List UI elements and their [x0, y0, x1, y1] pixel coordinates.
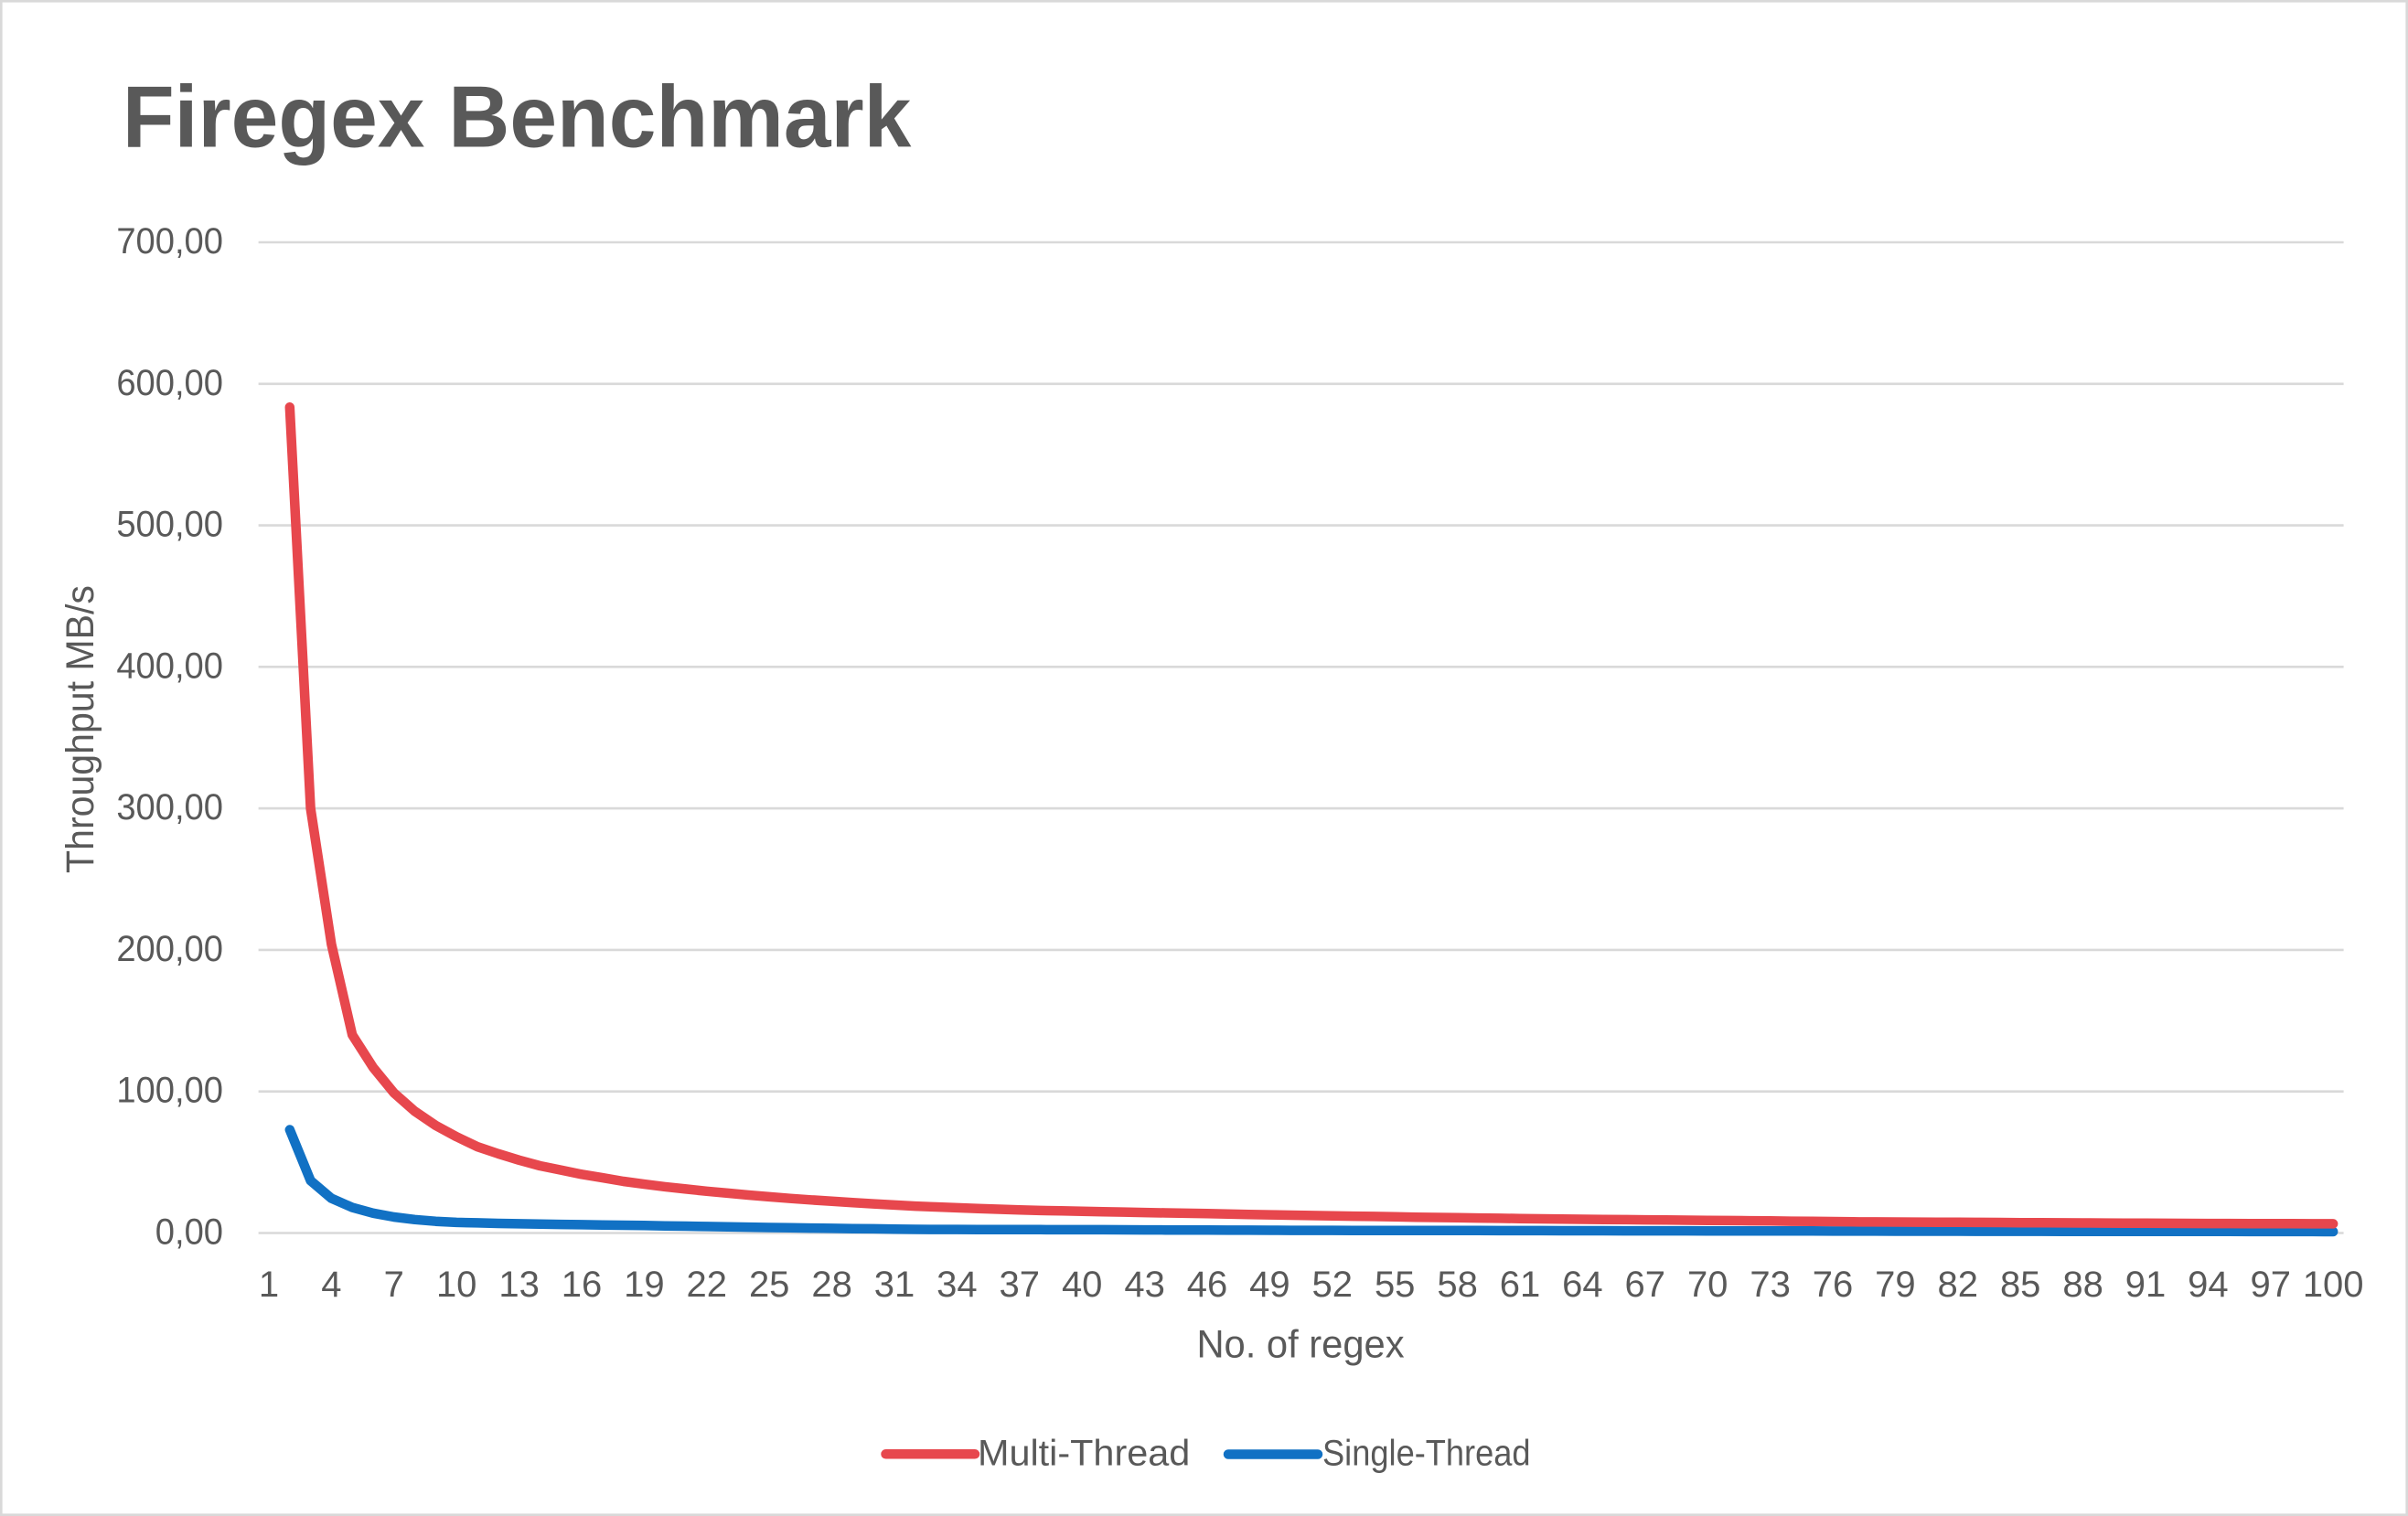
svg-text:700,00: 700,00 [116, 221, 223, 262]
svg-text:61: 61 [1500, 1265, 1541, 1305]
svg-text:13: 13 [498, 1265, 540, 1305]
svg-text:76: 76 [1813, 1265, 1854, 1305]
svg-text:Multi-Thread: Multi-Thread [978, 1432, 1190, 1473]
svg-text:200,00: 200,00 [116, 929, 223, 969]
svg-text:88: 88 [2062, 1265, 2103, 1305]
svg-text:300,00: 300,00 [116, 787, 223, 827]
svg-text:100,00: 100,00 [116, 1071, 223, 1111]
svg-text:100: 100 [2303, 1265, 2364, 1305]
svg-text:79: 79 [1875, 1265, 1916, 1305]
svg-text:7: 7 [384, 1265, 404, 1305]
svg-text:37: 37 [1000, 1265, 1041, 1305]
svg-text:70: 70 [1687, 1265, 1728, 1305]
svg-text:0,00: 0,00 [155, 1212, 223, 1253]
svg-text:400,00: 400,00 [116, 646, 223, 687]
svg-text:52: 52 [1312, 1265, 1354, 1305]
svg-text:67: 67 [1625, 1265, 1666, 1305]
svg-text:64: 64 [1562, 1265, 1603, 1305]
svg-text:40: 40 [1062, 1265, 1103, 1305]
svg-text:500,00: 500,00 [116, 505, 223, 545]
svg-text:82: 82 [1938, 1265, 1979, 1305]
svg-text:19: 19 [624, 1265, 665, 1305]
svg-text:10: 10 [436, 1265, 477, 1305]
svg-text:600,00: 600,00 [116, 363, 223, 403]
svg-text:97: 97 [2251, 1265, 2292, 1305]
svg-text:49: 49 [1249, 1265, 1290, 1305]
svg-text:58: 58 [1437, 1265, 1478, 1305]
svg-text:46: 46 [1187, 1265, 1228, 1305]
svg-text:Firegex Benchmark: Firegex Benchmark [123, 68, 912, 166]
svg-text:43: 43 [1124, 1265, 1165, 1305]
svg-text:4: 4 [321, 1265, 341, 1305]
svg-text:1: 1 [259, 1265, 279, 1305]
svg-text:No. of regex: No. of regex [1196, 1322, 1404, 1366]
svg-text:Single-Thread: Single-Thread [1322, 1433, 1531, 1474]
svg-text:22: 22 [687, 1265, 728, 1305]
svg-text:85: 85 [2000, 1265, 2041, 1305]
svg-text:16: 16 [562, 1265, 603, 1305]
svg-text:94: 94 [2188, 1265, 2229, 1305]
svg-text:31: 31 [874, 1265, 915, 1305]
svg-text:25: 25 [749, 1265, 790, 1305]
svg-text:Throughput MB/s: Throughput MB/s [58, 585, 102, 873]
svg-text:28: 28 [811, 1265, 852, 1305]
svg-text:91: 91 [2125, 1265, 2167, 1305]
svg-text:34: 34 [936, 1265, 978, 1305]
svg-text:55: 55 [1375, 1265, 1416, 1305]
svg-text:73: 73 [1750, 1265, 1791, 1305]
